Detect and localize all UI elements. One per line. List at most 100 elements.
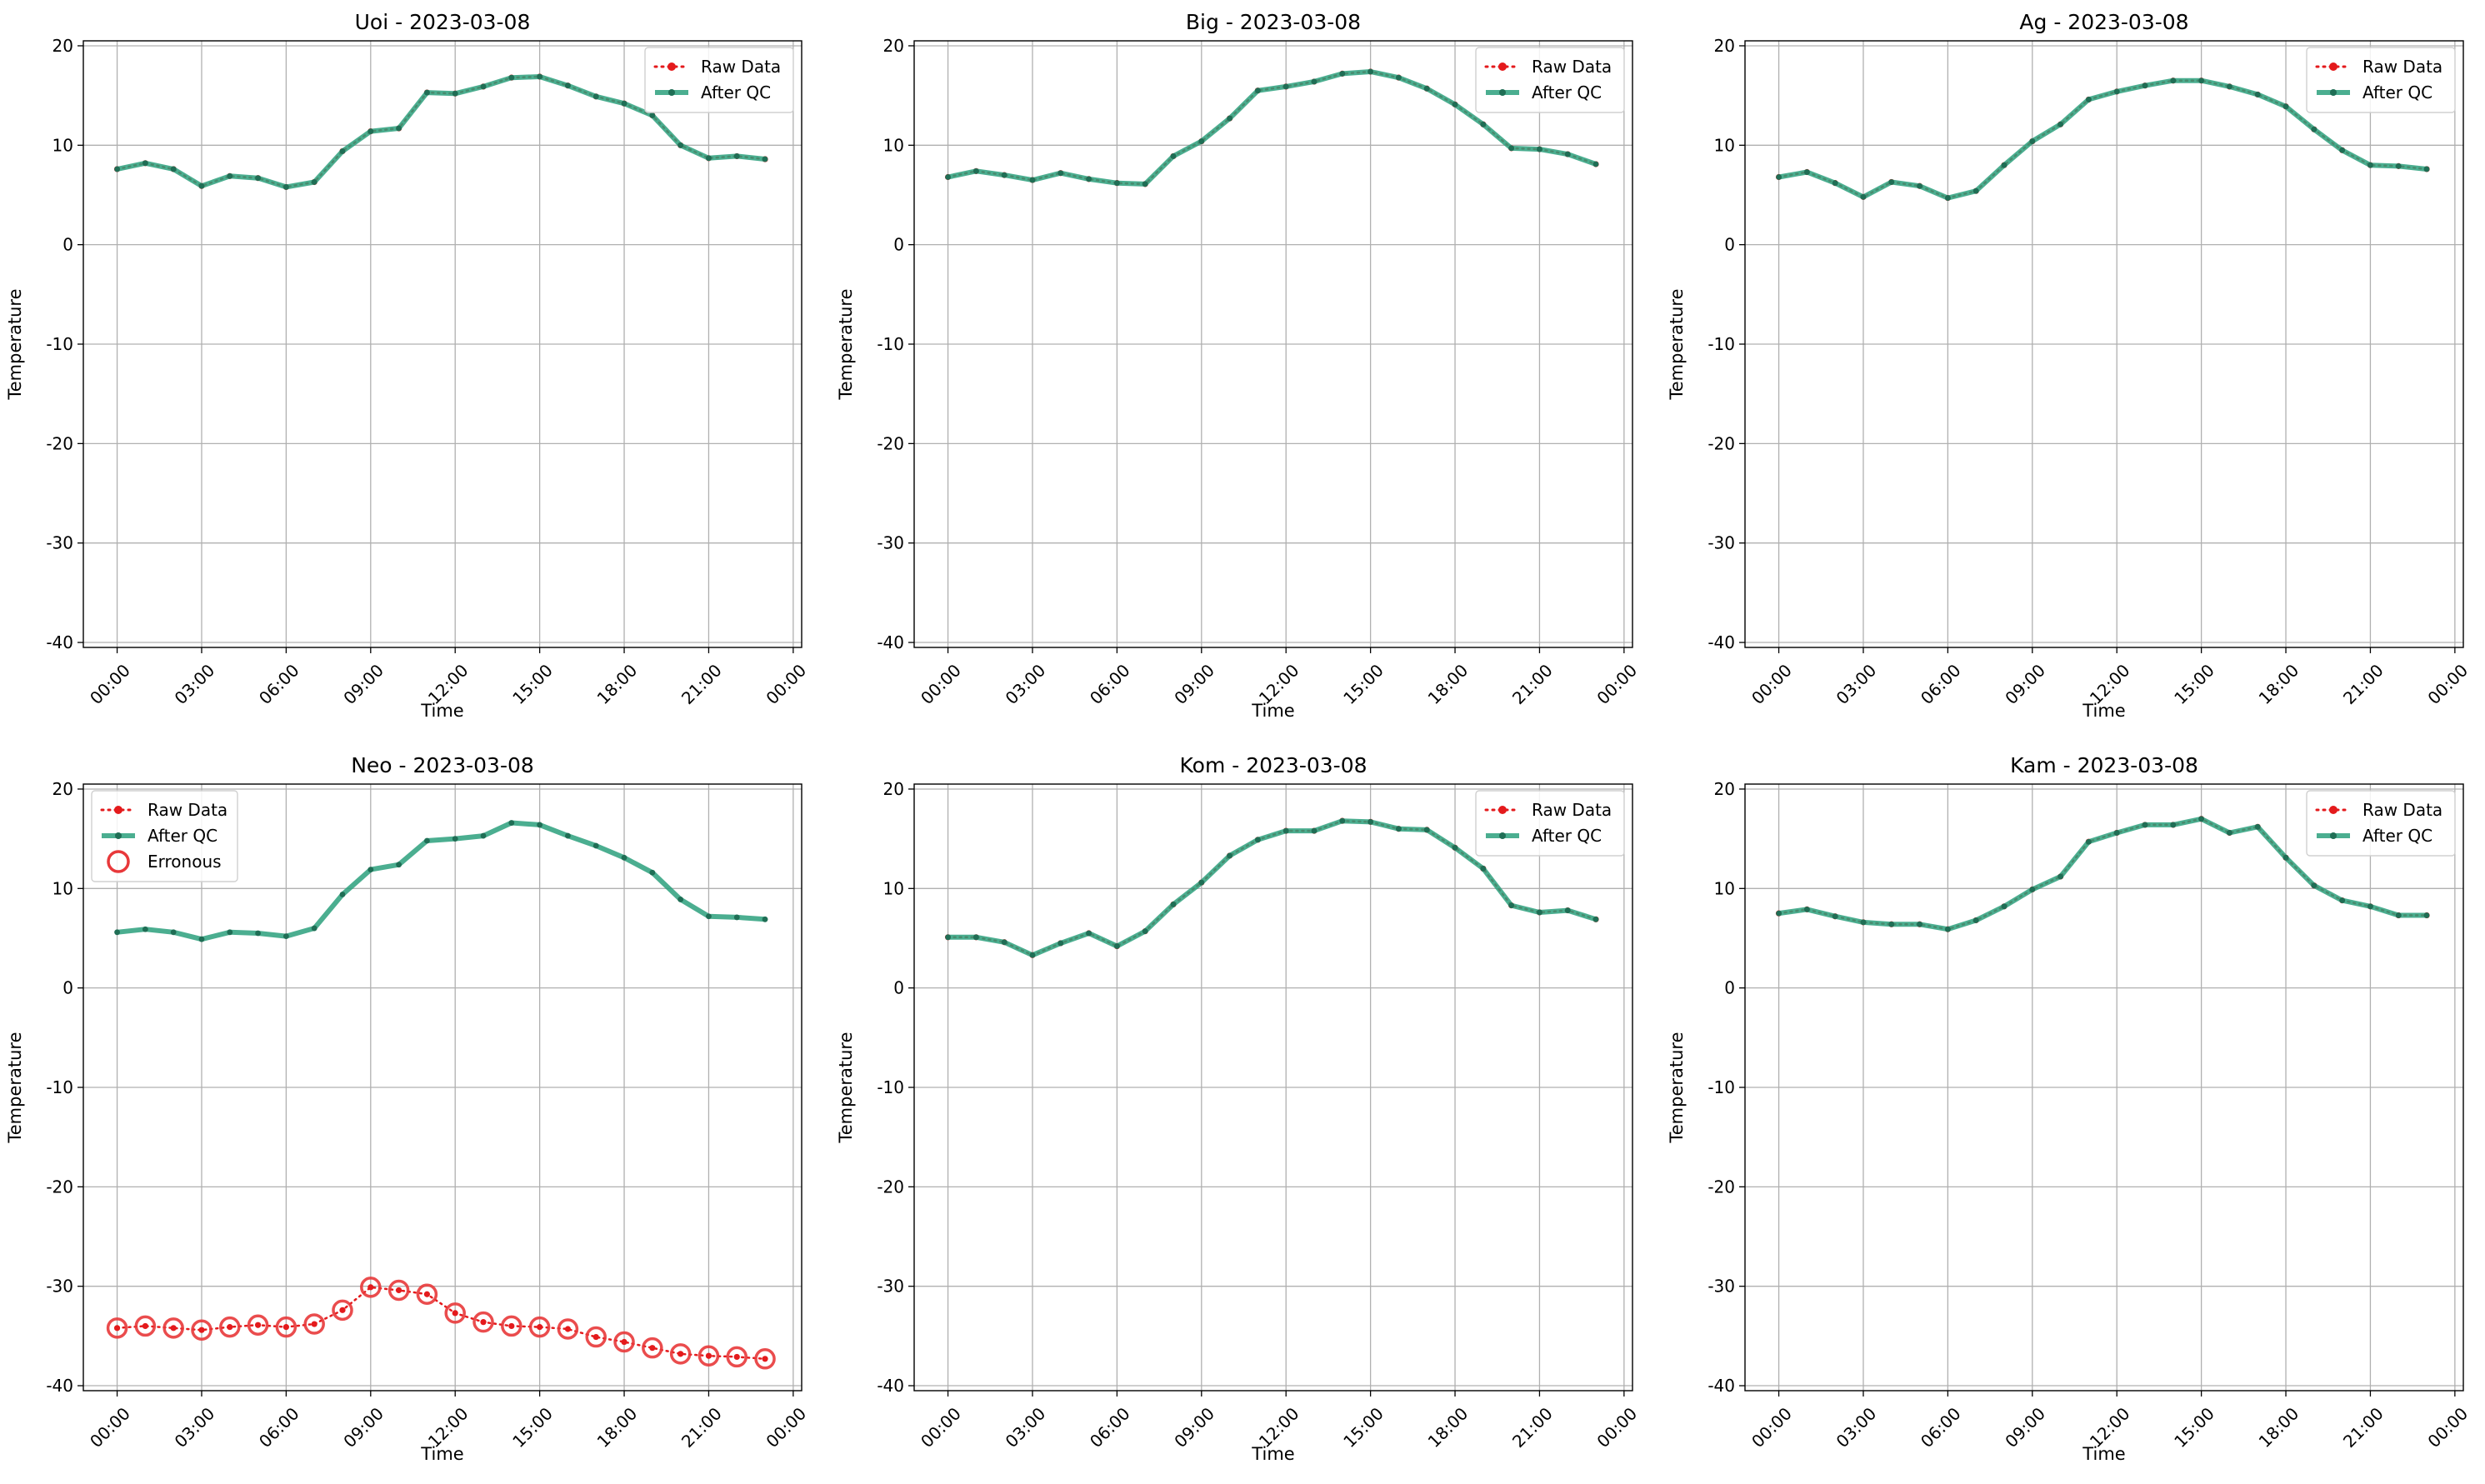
- point-after-qc: [1888, 179, 1895, 185]
- legend-label: Erronous: [148, 852, 222, 872]
- point-after-qc: [1339, 817, 1346, 824]
- point-after-qc: [1227, 115, 1233, 122]
- point-after-qc: [1142, 928, 1148, 935]
- y-tick-label: -10: [877, 334, 904, 354]
- chart-title: Ag - 2023-03-08: [2019, 10, 2188, 34]
- x-axis-label: Time: [2082, 701, 2125, 721]
- y-tick-label: 20: [52, 36, 73, 56]
- y-tick-label: -40: [46, 1376, 73, 1396]
- point-after-qc: [1776, 174, 1782, 180]
- point-after-qc: [1086, 176, 1092, 182]
- point-after-qc: [2368, 162, 2373, 168]
- point-after-qc: [1282, 83, 1289, 90]
- x-tick-label: 18:00: [1424, 660, 1472, 708]
- point-after-qc: [368, 867, 374, 873]
- point-after-qc: [2058, 121, 2064, 127]
- legend-box: [1475, 790, 1625, 857]
- x-tick-label: 06:00: [1086, 1403, 1134, 1452]
- point-after-qc: [1508, 902, 1515, 908]
- point-after-qc: [945, 934, 951, 941]
- y-tick-label: -20: [46, 433, 73, 453]
- y-tick-label: -10: [877, 1077, 904, 1097]
- point-after-qc: [339, 892, 346, 897]
- legend-label: Raw Data: [1532, 800, 1612, 820]
- legend-marker-raw-data: [1498, 62, 1507, 71]
- point-after-qc: [1170, 902, 1177, 907]
- point-after-qc: [2029, 138, 2036, 144]
- point-erronous: [360, 1277, 382, 1298]
- point-after-qc: [2311, 882, 2318, 889]
- chart-title: Kom - 2023-03-08: [1180, 753, 1368, 777]
- point-after-qc: [1537, 146, 1542, 152]
- point-after-qc: [1480, 866, 1487, 872]
- series-line-after-qc: [1778, 816, 2428, 932]
- point-after-qc: [282, 933, 289, 939]
- y-tick-label: -10: [46, 1077, 73, 1097]
- point-after-qc: [2170, 822, 2177, 828]
- point-after-qc: [480, 83, 487, 90]
- x-tick-label: 09:00: [2001, 1403, 2049, 1452]
- x-tick-label: 03:00: [171, 660, 219, 708]
- y-tick-label: 0: [893, 235, 904, 255]
- point-after-qc: [1452, 844, 1458, 851]
- x-tick-label: 18:00: [593, 660, 642, 708]
- y-tick-label: -20: [46, 1177, 73, 1197]
- point-after-qc: [649, 112, 656, 118]
- legend-label: After QC: [148, 826, 218, 846]
- x-tick-label: 00:00: [1748, 660, 1796, 708]
- point-after-qc: [1452, 101, 1458, 107]
- legend-label: After QC: [2362, 826, 2432, 846]
- y-tick-label: -30: [877, 1277, 904, 1297]
- y-tick-label: 20: [883, 36, 904, 56]
- y-tick-label: 10: [1714, 878, 1735, 898]
- point-after-qc: [1944, 195, 1951, 201]
- series-line-raw-data: [116, 1286, 767, 1361]
- x-tick-label: 03:00: [1002, 1403, 1050, 1452]
- point-after-qc: [592, 842, 599, 849]
- point-after-qc: [2254, 92, 2261, 97]
- x-tick-label: 06:00: [1086, 660, 1134, 708]
- point-after-qc: [227, 172, 233, 179]
- point-erronous: [191, 1319, 212, 1341]
- y-axis-label: Temperature: [5, 288, 25, 400]
- y-tick-label: 10: [52, 135, 73, 155]
- point-raw-data: [423, 1291, 431, 1297]
- point-after-qc: [1086, 930, 1092, 937]
- point-after-qc: [706, 155, 712, 162]
- point-raw-data: [198, 1327, 205, 1333]
- legend: Raw Data After QC: [1475, 47, 1625, 113]
- series-line-after-qc: [1778, 77, 2428, 201]
- x-tick-label: 21:00: [1508, 1403, 1557, 1452]
- point-after-qc: [2311, 126, 2318, 132]
- y-tick-label: 10: [52, 878, 73, 898]
- point-after-qc: [762, 156, 768, 162]
- point-raw-data: [564, 1326, 572, 1332]
- point-after-qc: [1255, 87, 1261, 94]
- point-erronous: [501, 1315, 522, 1337]
- point-after-qc: [1198, 138, 1205, 144]
- point-erronous: [303, 1313, 325, 1335]
- x-tick-label: 00:00: [762, 660, 810, 708]
- y-tick-label: -30: [1708, 1277, 1735, 1297]
- point-after-qc: [1860, 919, 1867, 926]
- y-tick-label: -10: [46, 334, 73, 354]
- point-raw-data: [227, 1324, 233, 1331]
- point-erronous: [613, 1331, 635, 1353]
- point-erronous: [698, 1345, 720, 1367]
- point-after-qc: [2368, 903, 2373, 910]
- point-after-qc: [733, 914, 740, 921]
- point-after-qc: [170, 166, 177, 172]
- point-after-qc: [1944, 926, 1951, 932]
- legend-box: [1475, 47, 1625, 113]
- point-after-qc: [2086, 838, 2092, 845]
- legend-marker-after-qc: [2330, 832, 2337, 839]
- point-after-qc: [592, 93, 599, 100]
- point-after-qc: [537, 822, 543, 828]
- point-after-qc: [508, 820, 515, 826]
- point-raw-data: [762, 1356, 768, 1362]
- point-raw-data: [282, 1324, 289, 1331]
- point-after-qc: [2227, 83, 2232, 90]
- point-after-qc: [311, 179, 318, 185]
